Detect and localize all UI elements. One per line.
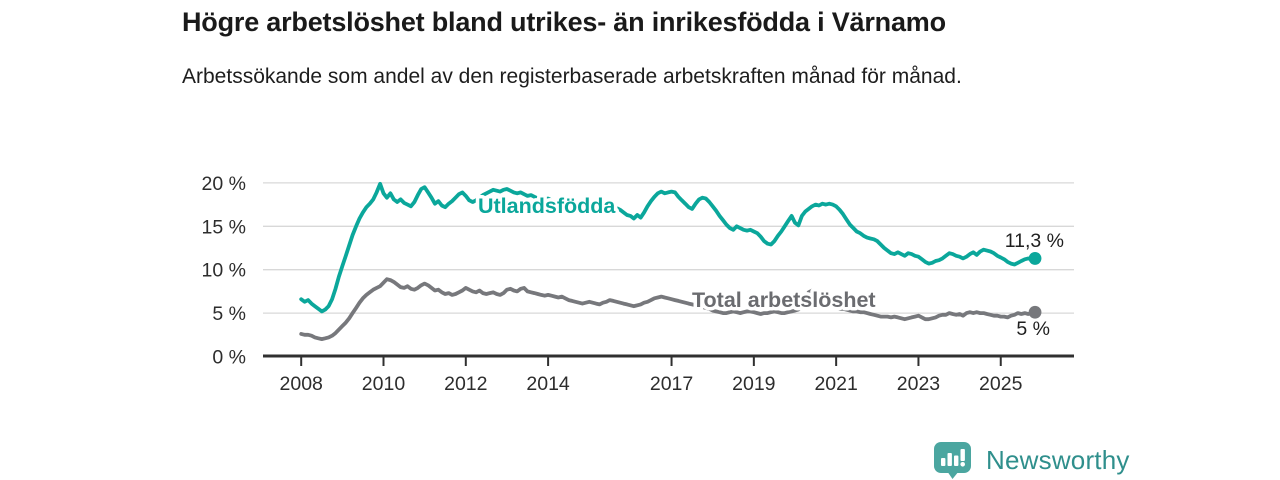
series-line-utlandsfodda bbox=[299, 181, 1037, 314]
series-end-dot bbox=[1028, 252, 1042, 265]
newsworthy-logo: Newsworthy bbox=[933, 442, 1130, 479]
series-end-dot bbox=[1028, 305, 1042, 319]
series-inline-label: Utlandsfödda bbox=[478, 194, 616, 218]
y-axis-tick-label: 0 % bbox=[212, 347, 246, 369]
x-axis-tick-label: 2008 bbox=[280, 373, 323, 395]
y-axis-tick-label: 15 % bbox=[202, 216, 246, 238]
x-axis-tick-label: 2023 bbox=[897, 373, 940, 395]
x-axis-tick-label: 2025 bbox=[979, 373, 1023, 395]
chart-header: Högre arbetslöshet bland utrikes- än inr… bbox=[182, 6, 1122, 93]
newsworthy-bubble-barchart-icon bbox=[934, 442, 971, 479]
chart-subtitle: Arbetssökande som andel av den registerb… bbox=[182, 64, 962, 88]
x-axis-tick-label: 2021 bbox=[814, 373, 857, 395]
y-axis-tick-label: 20 % bbox=[202, 173, 246, 195]
y-axis-tick-label: 10 % bbox=[202, 260, 246, 282]
series-line-total bbox=[299, 277, 1037, 342]
series-end-value-label: 11,3 % bbox=[1005, 230, 1064, 252]
series-inline-label: Total arbetslöshet bbox=[692, 288, 876, 312]
chart-title: Högre arbetslöshet bland utrikes- än inr… bbox=[182, 7, 946, 37]
newsworthy-logo-text: Newsworthy bbox=[986, 445, 1130, 475]
y-axis-tick-label: 5 % bbox=[212, 303, 246, 325]
x-axis-tick-label: 2010 bbox=[362, 373, 406, 395]
x-axis-tick-label: 2017 bbox=[650, 373, 693, 395]
series-end-value-label: 5 % bbox=[1016, 318, 1050, 340]
x-axis-tick-label: 2019 bbox=[732, 373, 775, 395]
x-axis-tick-label: 2014 bbox=[526, 373, 570, 395]
x-axis-tick-label: 2012 bbox=[444, 373, 487, 395]
